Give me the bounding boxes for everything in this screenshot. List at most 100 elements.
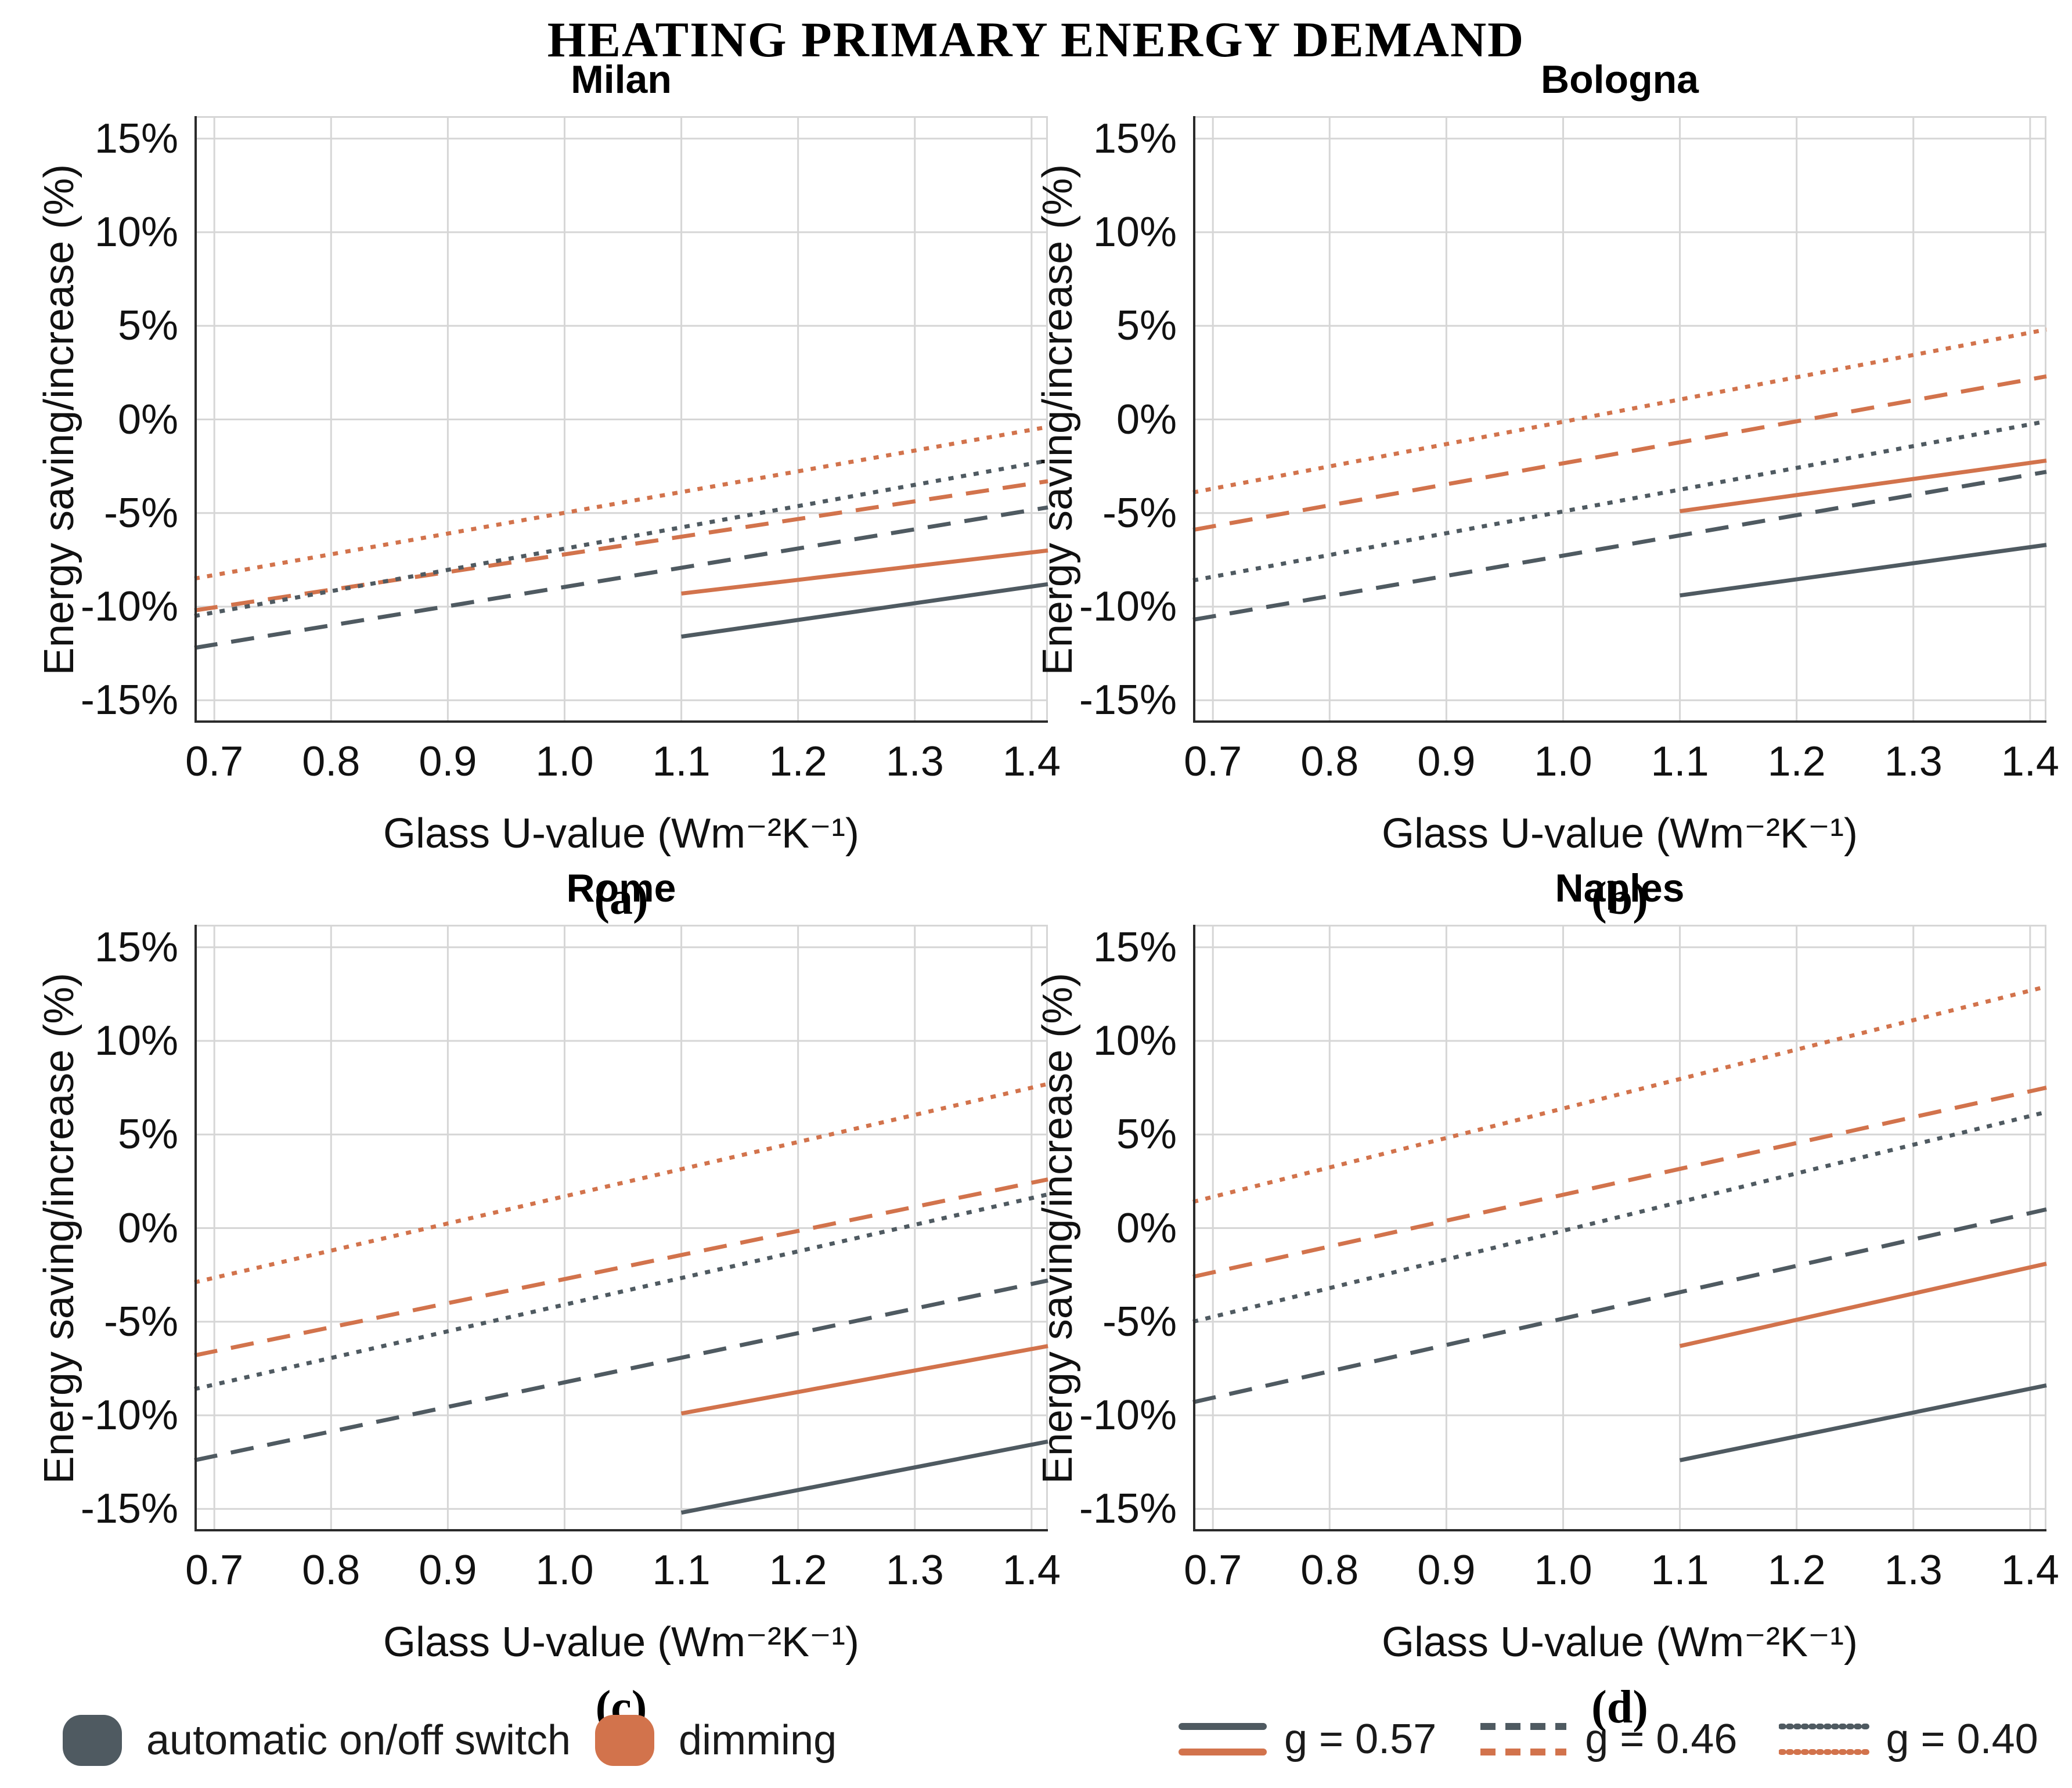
y-tick-label: 5% — [1116, 302, 1177, 349]
series-onoff-g040 — [194, 1192, 1048, 1392]
y-tick-label: 15% — [1093, 924, 1177, 971]
y-tick-label: -5% — [1102, 489, 1177, 536]
y-tick-label: -5% — [103, 1298, 178, 1345]
series-onoff-g057 — [1679, 1383, 2047, 1462]
series-dimming-g046 — [194, 1177, 1048, 1358]
plot-area — [1192, 116, 2047, 723]
y-tick-label: -10% — [80, 583, 178, 630]
x-tick-label: 1.0 — [535, 738, 594, 785]
y-tick-label: -15% — [80, 677, 178, 724]
legend-label-g057: g = 0.57 — [1284, 1716, 1437, 1762]
y-tick-label: 0% — [1116, 396, 1177, 443]
y-tick-label: -15% — [1079, 1486, 1177, 1533]
series-onoff-g057 — [680, 1439, 1048, 1515]
series-dimming-g057 — [1680, 458, 2047, 514]
series-dimming-g046 — [194, 479, 1048, 612]
series-dimming-g057 — [1679, 1261, 2047, 1349]
plot-area — [194, 925, 1048, 1531]
panel-caption-d: (d) — [1591, 1682, 1648, 1733]
y-tick-label: 15% — [94, 115, 178, 162]
figure-title: HEATING PRIMARY ENERGY DEMAND — [547, 12, 1525, 67]
x-tick-label: 0.9 — [419, 738, 477, 785]
x-tick-label: 1.0 — [1534, 738, 1592, 785]
dashed-line-sample — [1480, 1723, 1567, 1755]
y-tick-label: 0% — [117, 396, 178, 443]
y-tick-label: 10% — [1093, 208, 1177, 255]
plot-area — [194, 116, 1048, 723]
y-tick-label: 5% — [117, 302, 178, 349]
panel-rome: Rome Energy saving/increase (%) Glass U-… — [36, 866, 1061, 1733]
y-tick-label: 10% — [94, 1017, 178, 1064]
y-tick-label: -10% — [1079, 1392, 1177, 1439]
series-onoff-g057 — [681, 582, 1048, 639]
series-onoff-g046 — [1192, 470, 2047, 622]
x-axis-label: Glass U-value (Wm⁻²K⁻¹) — [383, 810, 860, 857]
x-axis-label: Glass U-value (Wm⁻²K⁻¹) — [1381, 1619, 1858, 1666]
y-axis-label: Energy saving/increase (%) — [1035, 972, 1081, 1484]
series-dimming-g040 — [1192, 985, 2047, 1204]
legend-strategies: automatic on/off switch dimming — [63, 1714, 837, 1767]
y-axis-label: Energy saving/increase (%) — [36, 164, 82, 675]
y-tick-label: 0% — [117, 1205, 178, 1252]
series-dimming-g057 — [680, 1344, 1048, 1416]
panel-bologna: Bologna Energy saving/increase (%) Glass… — [1035, 57, 2059, 924]
x-tick-label: 0.7 — [185, 738, 244, 785]
panel-milan: Milan Energy saving/increase (%) Glass U… — [36, 57, 1061, 924]
x-tick-label: 0.9 — [419, 1547, 477, 1594]
x-tick-label: 0.8 — [302, 738, 361, 785]
x-tick-label: 0.9 — [1417, 738, 1476, 785]
x-tick-label: 1.3 — [1884, 1547, 1943, 1594]
y-tick-label: 0% — [1116, 1205, 1177, 1252]
x-tick-label: 1.1 — [1651, 738, 1709, 785]
x-tick-label: 1.0 — [535, 1547, 594, 1594]
x-tick-label: 1.3 — [1884, 738, 1943, 785]
x-tick-label: 1.4 — [2001, 1547, 2059, 1594]
x-axis-label: Glass U-value (Wm⁻²K⁻¹) — [383, 1619, 860, 1666]
series-onoff-g046 — [1192, 1207, 2047, 1404]
x-tick-label: 1.1 — [652, 738, 711, 785]
y-tick-label: 5% — [1116, 1111, 1177, 1158]
x-tick-label: 1.2 — [1767, 1547, 1826, 1594]
series-onoff-g040 — [194, 459, 1048, 618]
series-dimming-g057 — [681, 548, 1048, 596]
y-tick-label: -10% — [1079, 583, 1177, 630]
legend-label-dimming: dimming — [679, 1717, 837, 1764]
series-onoff-g046 — [194, 1278, 1048, 1462]
legend-label-onoff: automatic on/off switch — [146, 1717, 571, 1764]
plot-area — [1192, 925, 2047, 1531]
y-tick-label: 10% — [1093, 1017, 1177, 1064]
y-tick-label: 15% — [1093, 115, 1177, 162]
dimming-color-swatch — [595, 1715, 655, 1766]
subplot-title-naples: Naples — [1555, 866, 1685, 910]
series-onoff-g040 — [1192, 1110, 2047, 1324]
y-tick-label: 15% — [94, 924, 178, 971]
y-tick-label: -5% — [103, 489, 178, 536]
x-tick-label: 1.4 — [2001, 738, 2059, 785]
x-tick-label: 0.8 — [1300, 738, 1359, 785]
series-dimming-g046 — [1192, 374, 2047, 532]
solid-line-sample — [1179, 1723, 1267, 1755]
subplot-title-milan: Milan — [571, 57, 672, 102]
series-dimming-g046 — [1192, 1086, 2047, 1279]
legend-label-g040: g = 0.40 — [1886, 1716, 2038, 1762]
subplot-title-bologna: Bologna — [1541, 57, 1699, 102]
onoff-color-swatch — [63, 1715, 122, 1766]
y-tick-label: -10% — [80, 1392, 178, 1439]
x-axis-label: Glass U-value (Wm⁻²K⁻¹) — [1381, 810, 1858, 857]
x-tick-label: 1.2 — [769, 1547, 827, 1594]
y-tick-label: 5% — [117, 1111, 178, 1158]
x-tick-label: 0.8 — [302, 1547, 361, 1594]
y-axis-label: Energy saving/increase (%) — [1035, 164, 1081, 675]
x-tick-label: 0.7 — [185, 1547, 244, 1594]
x-tick-label: 0.7 — [1184, 1547, 1242, 1594]
y-tick-label: -5% — [1102, 1298, 1177, 1345]
panel-naples: Naples Energy saving/increase (%) Glass … — [1035, 866, 2059, 1733]
subplot-title-rome: Rome — [566, 866, 676, 910]
x-tick-label: 1.2 — [1767, 738, 1826, 785]
x-tick-label: 0.8 — [1300, 1547, 1359, 1594]
x-tick-label: 1.4 — [1002, 1547, 1061, 1594]
series-onoff-g057 — [1680, 543, 2047, 598]
x-tick-label: 1.3 — [885, 1547, 944, 1594]
series-onoff-g040 — [1192, 419, 2047, 583]
